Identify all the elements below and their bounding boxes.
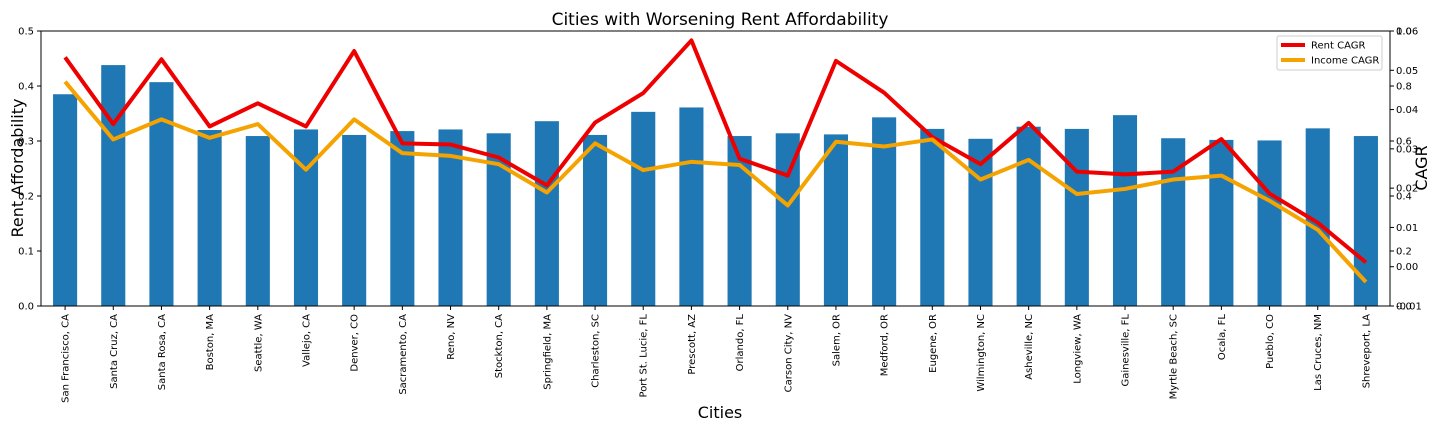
bar (197, 130, 222, 306)
x-tick-label: Shreveport, LA (1361, 314, 1372, 388)
bar (631, 111, 656, 306)
x-tick-label: Boston, MA (205, 314, 216, 371)
axes-layer: 0.00.10.20.30.40.5-0.010.000.010.020.030… (18, 27, 1422, 403)
x-tick-label: Vallejo, CA (301, 314, 312, 367)
bar (101, 65, 126, 306)
chart-title: Cities with Worsening Rent Affordability (552, 10, 889, 30)
lines-layer (63, 38, 1368, 284)
x-tick-label: Prescott, AZ (687, 314, 698, 375)
x-tick-label: Longview, WA (1072, 314, 1083, 384)
bar (968, 138, 993, 306)
bar (583, 134, 608, 306)
plot-frame (40, 30, 1391, 307)
y2-tick-label: 0.05 (1396, 66, 1418, 77)
x-tick-label: Seattle, WA (253, 314, 264, 372)
legend: Rent CAGR Income CAGR (1276, 35, 1383, 71)
bar (293, 129, 319, 306)
bar (342, 134, 367, 306)
x-tick-label: San Francisco, CA (61, 314, 72, 403)
x-tick-label: Charleston, SC (591, 314, 602, 388)
y-tick-label: 0.2 (18, 192, 34, 203)
bar (1016, 126, 1041, 306)
y-tick-label: 0.0 (18, 302, 34, 313)
x-tick-label: Ocala, FL (1217, 314, 1228, 361)
legend-label: Rent CAGR (1311, 41, 1365, 52)
y2-tick-label: 0.01 (1396, 223, 1418, 234)
y-tick-label: 0.5 (18, 27, 34, 38)
x-tick-label: Orlando, FL (735, 314, 746, 372)
x-tick-label: Santa Cruz, CA (109, 314, 120, 389)
bar (1257, 140, 1282, 306)
x-tick-label: Carson City, NV (783, 314, 794, 393)
bars-layer (53, 65, 1378, 307)
bar (1064, 128, 1089, 306)
y3-tick-label: 0.2 (1396, 247, 1412, 258)
y2-tick-label: 0.03 (1396, 144, 1418, 155)
y-tick-label: 0.4 (18, 82, 34, 93)
bar (775, 133, 800, 306)
x-tick-label: Asheville, NC (1024, 314, 1035, 380)
y3-tick-label: 1.0 (1396, 27, 1412, 38)
x-axis-title: Cities (698, 403, 743, 422)
y3-tick-label: 0.8 (1396, 82, 1412, 93)
bar (53, 94, 78, 306)
y2-tick-label: 0.06 (1396, 27, 1418, 38)
bar (872, 117, 897, 306)
bar (534, 121, 559, 306)
x-tick-label: Medford, OR (880, 314, 891, 376)
y3-tick-label: 0.0 (1396, 302, 1412, 313)
x-tick-label: Salem, OR (831, 314, 842, 366)
y2-tick-label: 0.04 (1396, 105, 1418, 116)
bar (1112, 115, 1138, 307)
y3-tick-label: 0.4 (1396, 192, 1412, 203)
x-tick-label: Springfield, MA (542, 314, 553, 390)
x-tick-label: Gainesville, FL (1121, 314, 1132, 387)
bar (1161, 138, 1186, 306)
bar (390, 131, 415, 306)
x-tick-label: Pueblo, CO (1265, 314, 1276, 369)
secondary-y-axis-title: CAGR (1412, 145, 1431, 190)
y2-tick-label: 0.02 (1396, 184, 1418, 195)
x-tick-label: Denver, CO (350, 314, 361, 372)
y2-tick-label: 0.00 (1396, 262, 1418, 273)
bar (1209, 139, 1234, 306)
bar (149, 82, 174, 307)
bar (1353, 136, 1378, 306)
bar (679, 107, 704, 306)
bar (245, 136, 270, 306)
x-tick-label: Santa Rosa, CA (157, 314, 168, 390)
series-line (63, 38, 1368, 264)
bar (823, 134, 848, 306)
x-tick-label: Reno, NV (446, 314, 457, 360)
x-tick-label: Sacramento, CA (398, 314, 409, 395)
legend-label: Income CAGR (1311, 56, 1379, 67)
x-tick-label: Eugene, OR (928, 314, 939, 373)
series-line (63, 80, 1368, 284)
x-tick-label: Port St. Lucie, FL (639, 314, 650, 398)
x-tick-label: Las Cruces, NM (1313, 314, 1324, 391)
y2-tick-label: -0.01 (1396, 302, 1422, 313)
bar (920, 128, 945, 306)
x-tick-label: Stockton, CA (494, 314, 505, 378)
y-tick-label: 0.1 (18, 247, 34, 258)
x-tick-label: Myrtle Beach, SC (1169, 314, 1180, 399)
y-tick-label: 0.3 (18, 137, 34, 148)
y3-tick-label: 0.6 (1396, 137, 1412, 148)
x-tick-label: Wilmington, NC (976, 314, 987, 392)
y-axis-title: Rent Affordability (8, 99, 27, 238)
